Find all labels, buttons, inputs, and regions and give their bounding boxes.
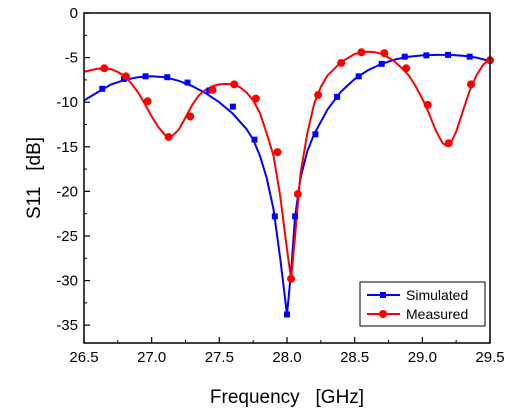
y-tick-label: -10 [56,94,78,111]
data-point-measured [164,132,173,141]
data-point-simulated [142,73,149,80]
data-point-measured [143,97,152,106]
data-point-measured [273,148,282,157]
x-axis: 26.5 27.0 27.5 28.0 28.5 29.0 29.5 [69,337,505,366]
x-tick-label: 29.5 [475,349,504,366]
data-point-measured [380,49,389,58]
data-point-simulated [99,85,106,92]
legend: Simulated Measured [359,281,486,327]
data-point-simulated [184,79,191,86]
data-point-measured [402,64,411,73]
data-point-measured [100,64,109,73]
data-point-simulated [423,52,430,59]
legend-box [359,281,486,327]
y-tick-label: -20 [56,183,78,200]
x-tick-label: 27.0 [137,349,166,366]
data-point-simulated [271,213,278,220]
data-point-simulated [334,93,341,100]
data-point-simulated [445,51,452,58]
data-point-measured [357,48,366,57]
data-point-measured [314,91,323,100]
y-axis: 0 -5 -10 -15 -20 -25 -30 -35 [56,5,90,334]
legend-marker-simulated [380,292,386,298]
data-point-simulated [292,213,299,220]
data-point-simulated [355,73,362,80]
x-tick-label: 28.0 [272,349,301,366]
data-point-simulated [229,103,236,110]
data-point-measured [208,85,217,94]
x-tick-label: 27.5 [205,349,234,366]
legend-label-measured: Measured [406,306,468,322]
y-tick-label: -5 [65,50,78,67]
data-point-simulated [378,60,385,67]
legend-marker-measured [379,310,387,318]
data-point-measured [230,80,239,89]
data-point-measured [121,72,130,81]
series-line-measured [84,50,490,280]
data-point-simulated [312,131,319,138]
data-point-measured [444,139,453,148]
y-tick-label: -15 [56,139,78,156]
data-point-simulated [466,53,473,60]
x-tick-label: 28.5 [340,349,369,366]
data-point-measured [293,190,302,199]
data-point-simulated [401,53,408,60]
y-tick-label: -30 [56,273,78,290]
y-tick-label: 0 [70,5,78,22]
marker-layer [99,48,494,318]
data-point-measured [186,112,195,121]
data-point-measured [287,274,296,283]
data-point-simulated [164,74,171,81]
y-tick-label: -35 [56,317,78,334]
data-point-simulated [251,136,258,143]
y-tick-label: -25 [56,228,78,245]
data-point-measured [467,80,476,89]
legend-label-simulated: Simulated [406,287,468,303]
data-point-measured [337,58,346,67]
x-axis-title: Frequency [GHz] [210,387,364,408]
data-point-measured [251,94,260,103]
data-point-simulated [284,311,290,318]
data-point-measured [423,100,432,109]
x-tick-label: 29.0 [408,349,437,366]
x-tick-label: 26.5 [69,349,98,366]
y-axis-title: S11 [dB] [24,137,45,219]
